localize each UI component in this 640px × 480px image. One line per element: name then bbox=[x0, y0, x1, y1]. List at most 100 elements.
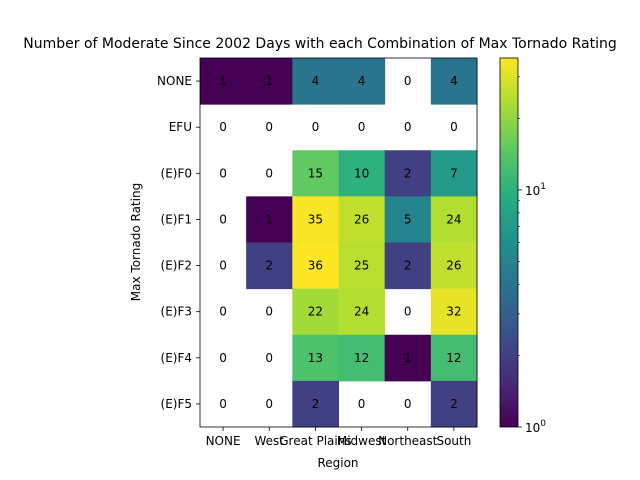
y-tick-label: EFU bbox=[169, 120, 192, 134]
x-tick-label: Midwest bbox=[337, 434, 387, 448]
cell-value-label: 0 bbox=[404, 74, 412, 88]
cell-value-label: 0 bbox=[450, 120, 458, 134]
cell-value-label: 35 bbox=[308, 212, 323, 226]
cell-value-label: 1 bbox=[404, 351, 412, 365]
cell-value-label: 7 bbox=[450, 166, 458, 180]
cell-value-label: 26 bbox=[354, 212, 369, 226]
heatmap-cell bbox=[430, 150, 478, 197]
y-tick-label: (E)F2 bbox=[161, 259, 192, 273]
cell-value-label: 2 bbox=[312, 397, 320, 411]
cell-value-label: 22 bbox=[308, 305, 323, 319]
cell-value-label: 0 bbox=[404, 397, 412, 411]
cell-value-label: 0 bbox=[219, 212, 227, 226]
cell-value-label: 24 bbox=[354, 305, 369, 319]
cell-value-label: 0 bbox=[265, 351, 273, 365]
cell-value-label: 1 bbox=[219, 74, 227, 88]
y-tick-label: (E)F4 bbox=[161, 351, 192, 365]
heatmap-cell bbox=[246, 196, 293, 243]
cell-value-label: 32 bbox=[446, 305, 461, 319]
chart-title: Number of Moderate Since 2002 Days with … bbox=[23, 36, 616, 52]
y-axis-label: Max Tornado Rating bbox=[129, 183, 143, 301]
cell-value-label: 5 bbox=[404, 212, 412, 226]
heatmap-cell bbox=[292, 196, 339, 243]
cell-value-label: 0 bbox=[265, 166, 273, 180]
x-tick-label: Northeast bbox=[378, 434, 438, 448]
heatmap-cell bbox=[338, 334, 386, 382]
heatmap-cell bbox=[430, 334, 478, 382]
y-tick-label: (E)F0 bbox=[161, 166, 192, 180]
x-tick-label: South bbox=[436, 434, 471, 448]
y-tick-label: NONE bbox=[157, 74, 192, 88]
cell-value-label: 1 bbox=[265, 212, 273, 226]
y-tick-label: (E)F5 bbox=[161, 397, 192, 411]
heatmap-cell bbox=[338, 288, 386, 336]
heatmap-cell bbox=[338, 58, 386, 105]
heatmap-cell bbox=[430, 196, 478, 243]
heatmap-cell bbox=[292, 150, 339, 197]
cell-value-label: 0 bbox=[404, 305, 412, 319]
heatmap-cell bbox=[292, 58, 339, 105]
heatmap-cell bbox=[338, 242, 386, 290]
heatmap-cell bbox=[384, 242, 432, 290]
cell-value-label: 0 bbox=[219, 305, 227, 319]
heatmap-cell bbox=[430, 380, 478, 428]
heatmap-cell bbox=[292, 334, 339, 382]
heatmap-cell bbox=[430, 288, 478, 336]
cell-value-label: 0 bbox=[219, 120, 227, 134]
heatmap-cell bbox=[246, 58, 293, 105]
heatmap-cell bbox=[292, 242, 339, 290]
cell-value-label: 1 bbox=[265, 74, 273, 88]
cell-value-label: 2 bbox=[450, 397, 458, 411]
cell-value-label: 13 bbox=[308, 351, 323, 365]
heatmap-cell bbox=[292, 380, 339, 428]
colorbar-gradient bbox=[499, 57, 519, 428]
heatmap-cell-labels: 1 1 4 4 0 40 0 0 0 0 00 0 15 10 2 70 1 35 26 5 240 2 36 25 2 260 0… bbox=[219, 74, 461, 411]
x-tick-label: NONE bbox=[206, 434, 241, 448]
heatmap-cell bbox=[384, 334, 432, 382]
heatmap-cell bbox=[384, 196, 432, 243]
heatmap-cell bbox=[430, 242, 478, 290]
cell-value-label: 4 bbox=[450, 74, 458, 88]
heatmap-cell bbox=[200, 58, 247, 105]
cell-value-label: 0 bbox=[219, 259, 227, 273]
cell-value-label: 4 bbox=[358, 74, 366, 88]
heatmap-cells bbox=[200, 58, 478, 428]
cell-value-label: 4 bbox=[312, 74, 320, 88]
cell-value-label: 0 bbox=[265, 397, 273, 411]
cell-value-label: 2 bbox=[404, 259, 412, 273]
heatmap-cell bbox=[384, 150, 432, 197]
cell-value-label: 0 bbox=[404, 120, 412, 134]
heatmap-cell bbox=[292, 288, 339, 336]
cell-value-label: 0 bbox=[358, 120, 366, 134]
cell-value-label: 0 bbox=[358, 397, 366, 411]
heatmap-cell bbox=[338, 196, 386, 243]
cell-value-label: 2 bbox=[404, 166, 412, 180]
x-tick-label: West bbox=[254, 434, 284, 448]
cell-value-label: 0 bbox=[219, 397, 227, 411]
cell-value-label: 0 bbox=[312, 120, 320, 134]
x-axis-label: Region bbox=[317, 456, 358, 470]
cell-value-label: 24 bbox=[446, 212, 461, 226]
x-tick-label: Great Plains bbox=[279, 434, 351, 448]
cell-value-label: 2 bbox=[265, 259, 273, 273]
heatmap-cell bbox=[338, 150, 386, 197]
cell-value-label: 15 bbox=[308, 166, 323, 180]
y-tick-label: (E)F3 bbox=[161, 305, 192, 319]
heatmap-cell bbox=[430, 58, 478, 105]
cell-value-label: 26 bbox=[446, 259, 461, 273]
cell-value-label: 0 bbox=[219, 351, 227, 365]
cell-value-label: 10 bbox=[354, 166, 369, 180]
cell-value-label: 0 bbox=[265, 120, 273, 134]
y-tick-label: (E)F1 bbox=[161, 212, 192, 226]
y-axis: NONE EFU (E)F0 (E)F1 (E)F2 (E)F3 (E)F4 (E)F5 bbox=[157, 74, 200, 411]
cell-value-label: 36 bbox=[308, 259, 323, 273]
cell-value-label: 12 bbox=[354, 351, 369, 365]
plot-frame bbox=[199, 57, 478, 428]
cell-value-label: 25 bbox=[354, 259, 369, 273]
cell-value-label: 12 bbox=[446, 351, 461, 365]
heatmap-cell bbox=[246, 242, 293, 290]
cell-value-label: 0 bbox=[219, 166, 227, 180]
